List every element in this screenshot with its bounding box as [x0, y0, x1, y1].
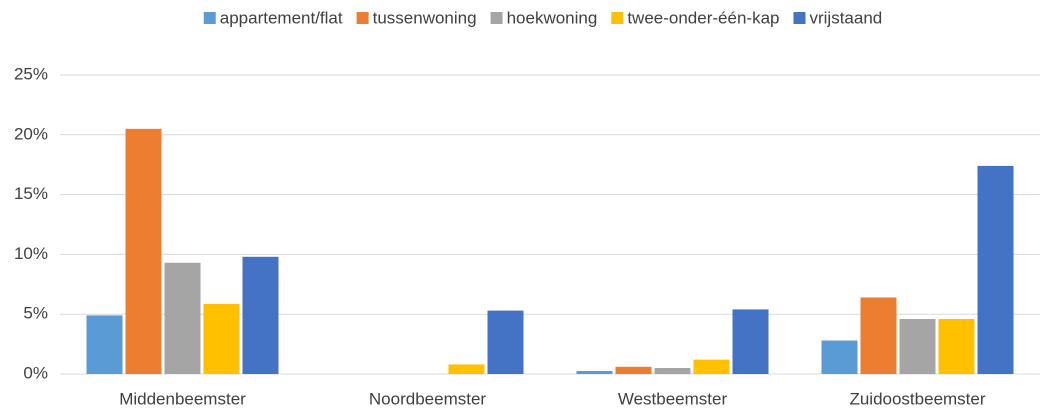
- bar: [487, 310, 524, 374]
- bar: [732, 309, 769, 374]
- legend-swatch: [793, 12, 806, 24]
- y-tick-label: 25%: [14, 64, 48, 83]
- y-tick-label: 15%: [14, 184, 48, 203]
- bar: [654, 368, 691, 374]
- bar: [860, 297, 897, 374]
- legend-swatch: [611, 12, 624, 24]
- legend-swatch: [203, 12, 216, 24]
- x-tick-label: Zuidoostbeemster: [849, 389, 985, 408]
- legend-label: tussenwoning: [373, 8, 477, 27]
- bar: [125, 128, 162, 374]
- legend-label: vrijstaand: [809, 8, 882, 27]
- y-tick-label: 0%: [23, 363, 48, 382]
- bar: [821, 340, 858, 374]
- y-tick-label: 10%: [14, 244, 48, 263]
- bar: [86, 315, 123, 374]
- bar: [899, 318, 936, 374]
- y-tick-label: 5%: [23, 304, 48, 323]
- x-tick-label: Noordbeemster: [369, 389, 487, 408]
- bar: [693, 359, 730, 374]
- bar: [576, 371, 613, 374]
- bar: [164, 262, 201, 374]
- bar: [938, 318, 975, 374]
- bar: [203, 304, 240, 374]
- bar: [615, 366, 652, 374]
- x-tick-label: Middenbeemster: [119, 389, 246, 408]
- legend-label: hoekwoning: [507, 8, 598, 27]
- bar: [448, 364, 485, 374]
- bar: [977, 165, 1014, 374]
- legend-swatch: [490, 12, 503, 24]
- x-tick-label: Westbeemster: [618, 389, 728, 408]
- legend-label: twee-onder-één-kap: [627, 8, 779, 27]
- y-tick-label: 20%: [14, 124, 48, 143]
- legend-swatch: [356, 12, 369, 24]
- bar: [242, 256, 279, 374]
- legend-label: appartement/flat: [220, 8, 343, 27]
